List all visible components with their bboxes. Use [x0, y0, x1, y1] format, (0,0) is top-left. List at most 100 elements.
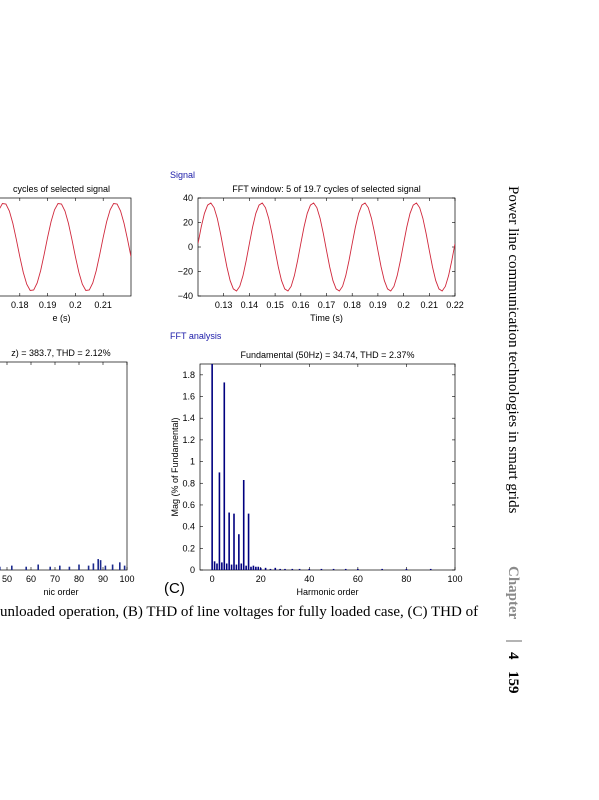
- harmonic-bar: [228, 512, 230, 570]
- harmonic-bar: [225, 563, 228, 570]
- harmonic-bar: [252, 565, 255, 570]
- x-tick-label: 0.22: [446, 300, 464, 310]
- harmonic-bar: [111, 564, 114, 570]
- chart: z) = 383.7, THD = 2.12% 50 60 70 80 90 100 nic …: [0, 348, 135, 597]
- chart-title: FFT window: 5 of 19.7 cycles of selected…: [232, 184, 420, 194]
- harmonic-bar: [429, 568, 432, 570]
- harmonic-bar: [320, 568, 323, 570]
- x-axis-label: Harmonic order: [296, 587, 358, 597]
- harmonic-bar: [240, 563, 243, 570]
- y-tick-label: −40: [178, 291, 193, 301]
- figure-caption: unloaded operation, (B) THD of line volt…: [0, 604, 478, 620]
- plot-area: [197, 197, 456, 297]
- y-tick-label: 1.6: [182, 392, 195, 402]
- chart-title: cycles of selected signal: [13, 184, 110, 194]
- x-tick-label: 80: [74, 574, 84, 584]
- x-tick-label: 80: [401, 574, 411, 584]
- harmonic-bar: [97, 559, 99, 570]
- harmonic-bar: [308, 568, 311, 570]
- harmonic-bar: [259, 567, 262, 570]
- harmonic-bar: [257, 566, 260, 570]
- y-tick-label: −20: [178, 267, 193, 277]
- x-tick-label: 0.21: [94, 300, 112, 310]
- x-tick-label: 100: [119, 574, 134, 584]
- harmonic-bar: [59, 565, 61, 570]
- y-tick-label: 0.8: [182, 478, 195, 488]
- harmonic-bar: [238, 534, 240, 570]
- chapter-number: 4: [505, 652, 521, 660]
- x-tick-label: 60: [26, 574, 36, 584]
- harmonic-bar: [68, 566, 71, 570]
- x-tick-label: 0.17: [318, 300, 336, 310]
- harmonic-bar: [0, 566, 1, 570]
- panel-label: (C): [164, 580, 185, 597]
- harmonic-bar: [242, 480, 245, 570]
- harmonic-bar: [211, 364, 213, 570]
- x-tick-label: 50: [2, 574, 12, 584]
- plot-marks: [0, 559, 126, 570]
- chart: FFT window: 5 of 19.7 cycles of selected…: [178, 184, 464, 323]
- chart: Fundamental (50Hz) = 34.74, THD = 2.37% 0…: [170, 350, 463, 597]
- running-head: Power line communication technologies in…: [505, 186, 522, 694]
- harmonic-bar: [332, 568, 335, 570]
- harmonic-bar: [381, 568, 383, 570]
- harmonic-bar: [264, 567, 267, 570]
- harmonic-bar: [235, 564, 238, 570]
- harmonic-bar: [99, 560, 102, 570]
- x-tick-label: 0.18: [343, 300, 361, 310]
- x-tick-label: 0.15: [266, 300, 284, 310]
- harmonic-bar: [298, 568, 301, 570]
- plot-area: [0, 361, 128, 571]
- chart-title: Fundamental (50Hz) = 34.74, THD = 2.37%: [241, 350, 415, 360]
- harmonic-bar: [255, 566, 257, 570]
- x-tick-label: 70: [50, 574, 60, 584]
- y-axis-label: Mag (% of Fundamental): [170, 417, 180, 516]
- harmonic-bar: [87, 565, 90, 570]
- plot-area: [199, 363, 456, 571]
- x-tick-label: 0.19: [369, 300, 387, 310]
- harmonic-bar: [230, 564, 233, 570]
- harmonic-bar: [216, 563, 218, 570]
- harmonic-bar: [247, 513, 250, 570]
- chart: cycles of selected signal 0.18 0.19 0.2 0.21…: [0, 184, 132, 323]
- harmonic-bar: [250, 566, 252, 570]
- y-tick-label: 0.2: [182, 543, 195, 553]
- y-tick-label: 0.4: [182, 522, 195, 532]
- section-label: FFT analysis: [170, 331, 222, 341]
- harmonic-bar: [279, 568, 281, 570]
- harmonic-bar: [357, 568, 359, 570]
- harmonic-bar: [269, 568, 272, 570]
- x-tick-label: 90: [98, 574, 108, 584]
- harmonic-bar: [291, 568, 294, 570]
- chapter-label: Chapter: [505, 566, 521, 620]
- x-tick-label: 0: [210, 574, 215, 584]
- x-tick-label: 20: [256, 574, 266, 584]
- x-tick-label: 0.2: [69, 300, 82, 310]
- harmonic-bar: [119, 562, 121, 570]
- signal-line: [198, 202, 455, 292]
- y-tick-label: 0.6: [182, 500, 195, 510]
- harmonic-bar: [221, 562, 223, 570]
- x-axis-label: Time (s): [310, 313, 343, 323]
- chart-title: z) = 383.7, THD = 2.12%: [11, 348, 110, 358]
- x-tick-label: 0.18: [11, 300, 29, 310]
- harmonic-bar: [213, 561, 216, 570]
- x-tick-label: 0.13: [215, 300, 233, 310]
- signal-line: [0, 203, 131, 291]
- harmonic-bar: [92, 563, 95, 570]
- x-axis-label: e (s): [53, 313, 71, 323]
- y-tick-label: 40: [183, 193, 193, 203]
- harmonic-bar: [25, 566, 27, 570]
- harmonic-bar: [284, 568, 286, 570]
- x-tick-label: 60: [353, 574, 363, 584]
- harmonic-bar: [344, 568, 347, 570]
- y-tick-label: 1: [190, 457, 195, 467]
- harmonic-bar: [104, 565, 107, 570]
- x-tick-label: 0.21: [421, 300, 439, 310]
- harmonic-bar: [223, 382, 226, 570]
- harmonic-bar: [123, 565, 126, 570]
- y-tick-label: 1.4: [182, 413, 195, 423]
- x-tick-label: 0.16: [292, 300, 310, 310]
- plot-marks: [211, 364, 432, 570]
